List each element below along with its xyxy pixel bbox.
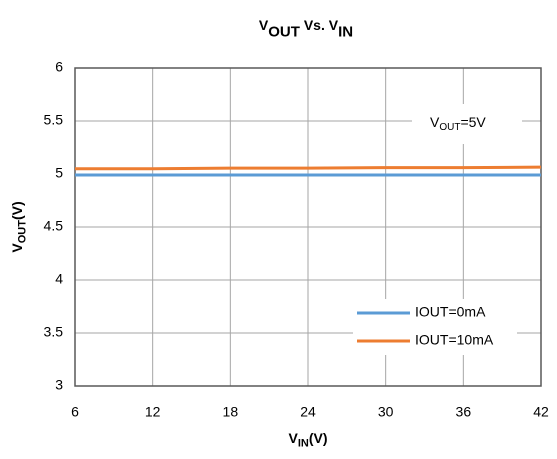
legend-box [353,299,517,355]
y-axis-label-part: OUT [16,220,28,244]
x-tick-label: 36 [456,404,472,420]
annotation-part: OUT [439,122,460,133]
chart-title-part: OUT [268,24,300,41]
annotation-box [412,104,522,144]
annotation-part: V [430,114,440,130]
legend-label: IOUT=0mA [415,304,486,320]
y-tick-label: 5.5 [44,112,64,128]
x-tick-label: 42 [533,404,549,420]
legend-label: IOUT=10mA [415,332,494,348]
x-tick-label: 12 [145,404,161,420]
series-line [75,165,542,171]
chart-title-part: V [259,17,269,33]
x-axis-label-part: V [288,430,298,446]
x-tick-label: 24 [300,404,316,420]
y-tick-label: 5 [55,165,63,181]
annotation: VOUT=5V [430,114,486,133]
x-axis-label-part: (V) [309,430,328,446]
chart-title-part: Vs. V [300,17,339,33]
x-tick-label: 6 [71,404,79,420]
x-axis-label: VIN(V) [288,430,327,450]
y-axis-label-part: V [9,243,25,253]
chart-title: VOUT Vs. VIN [259,17,353,41]
y-tick-label: 3.5 [44,324,64,340]
annotation-part: =5V [460,114,486,130]
x-tick-label: 18 [223,404,239,420]
x-tick-label: 30 [378,404,394,420]
y-axis-label: VOUT(V) [9,201,29,252]
plot-border [74,67,542,387]
y-tick-label: 6 [55,59,63,75]
y-tick-label: 4.5 [44,218,64,234]
y-tick-label: 4 [55,271,63,287]
chart-title-part: IN [338,24,353,41]
y-tick-label: 3 [55,377,63,393]
y-axis-label-part: (V) [9,201,25,220]
x-axis-label-part: IN [298,437,309,449]
